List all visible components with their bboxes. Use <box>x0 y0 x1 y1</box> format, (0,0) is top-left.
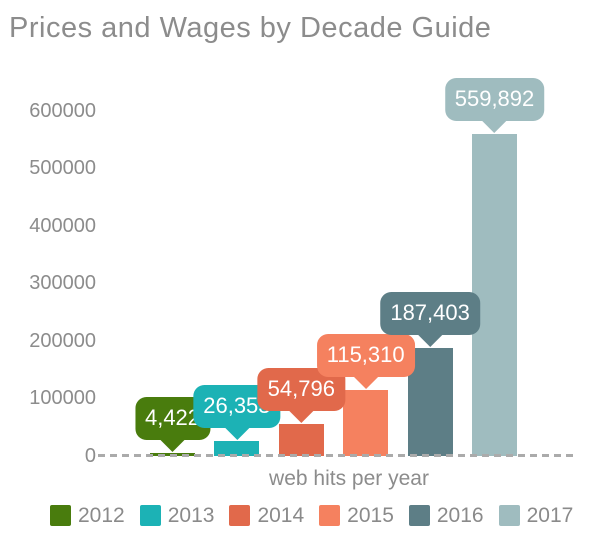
legend-label: 2014 <box>257 504 305 527</box>
legend-item-2013[interactable]: 2013 <box>139 504 215 527</box>
legend-label: 2012 <box>78 504 125 527</box>
bar-2014[interactable] <box>278 424 324 456</box>
y-tick-label: 400000 <box>29 214 96 237</box>
legend-swatch-icon <box>319 505 341 526</box>
legend-swatch-icon <box>139 505 161 526</box>
y-tick-label: 600000 <box>29 99 96 122</box>
legend-item-2012[interactable]: 2012 <box>50 505 125 526</box>
y-tick-label: 300000 <box>29 272 96 294</box>
callout-pointer-icon <box>417 334 444 348</box>
bar-2013[interactable] <box>214 440 260 456</box>
legend-label: 2016 <box>436 504 484 527</box>
callout-pointer-icon <box>352 375 379 389</box>
y-tick-label: 0 <box>84 444 96 467</box>
value-callout-label: 187,403 <box>390 300 470 326</box>
y-tick-label: 500000 <box>29 157 96 179</box>
legend-item-2014[interactable]: 2014 <box>229 505 304 526</box>
callout-pointer-icon <box>159 439 186 453</box>
value-callout-label: 559,892 <box>454 86 535 112</box>
legend-swatch-icon <box>229 505 251 526</box>
legend-item-2016[interactable]: 2016 <box>408 504 484 527</box>
value-callout-2013: 26,353 <box>193 384 281 440</box>
legend: 2012 2013 2014 2015 2016 2017 <box>50 505 573 526</box>
x-axis-title: web hits per year <box>269 467 429 490</box>
value-callout-label: 54,796 <box>267 376 335 402</box>
value-callout-2017: 559,892 <box>444 78 545 134</box>
callout-pointer-icon <box>223 426 250 440</box>
legend-label: 2015 <box>347 504 394 527</box>
y-tick-label: 200000 <box>29 329 96 352</box>
value-callout-2016: 187,403 <box>380 292 480 348</box>
bar-2016[interactable] <box>407 348 453 456</box>
legend-label: 2017 <box>526 504 574 527</box>
x-axis-baseline <box>98 454 577 457</box>
value-callout-label: 4,422 <box>144 405 201 431</box>
bar-2015[interactable] <box>343 389 389 456</box>
legend-swatch-icon <box>50 505 71 526</box>
legend-item-2015[interactable]: 2015 <box>319 505 394 526</box>
legend-swatch-icon <box>408 505 430 526</box>
legend-label: 2013 <box>167 504 215 527</box>
bar-2017[interactable] <box>472 134 517 456</box>
callout-pointer-icon <box>481 120 508 134</box>
value-callout-2014: 54,796 <box>257 368 345 424</box>
legend-item-2017[interactable]: 2017 <box>498 504 574 527</box>
callout-pointer-icon <box>288 410 315 424</box>
legend-swatch-icon <box>498 505 520 526</box>
value-callout-label: 115,310 <box>326 341 405 367</box>
y-tick-label: 100000 <box>29 387 96 409</box>
chart-title: Prices and Wages by Decade Guide <box>9 12 492 44</box>
value-callout-2015: 115,310 <box>316 333 415 389</box>
